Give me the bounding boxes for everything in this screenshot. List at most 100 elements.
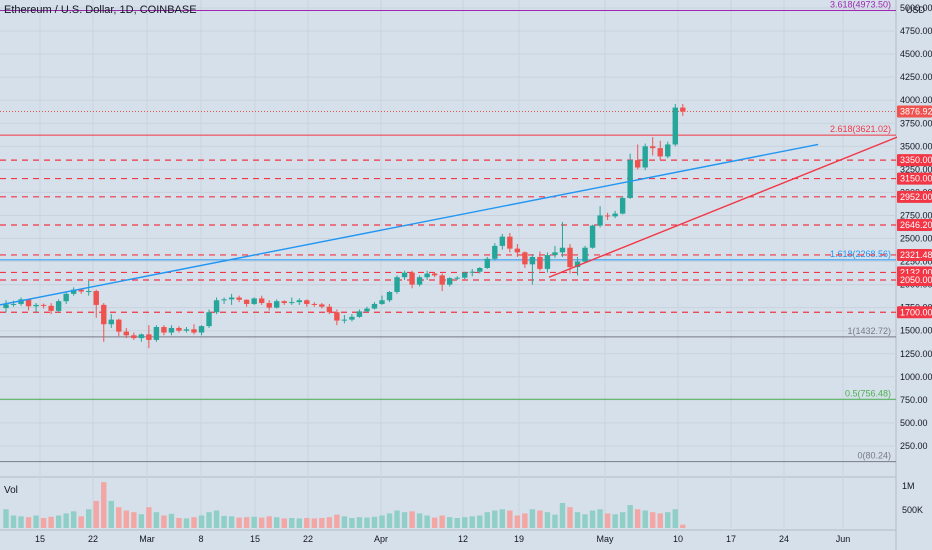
- fib-level-label: 0(80.24): [857, 451, 891, 461]
- volume-bar: [424, 515, 430, 528]
- volume-bar: [48, 516, 54, 528]
- price-tick-label: 5000.00: [900, 3, 932, 13]
- volume-bar: [258, 517, 265, 528]
- trendline-blue: [0, 143, 819, 306]
- candle-body: [213, 300, 220, 313]
- candle-body: [379, 300, 385, 304]
- volume-bar: [544, 512, 551, 528]
- volume-bar: [446, 517, 453, 528]
- time-tick-label: May: [596, 534, 614, 544]
- price-tag: [897, 273, 932, 286]
- candle-body: [364, 308, 370, 312]
- volume-bar: [101, 482, 107, 528]
- price-tick-label: 3500.00: [900, 141, 932, 151]
- candle-body: [469, 271, 475, 273]
- volume-bar: [311, 518, 318, 528]
- volume-bar: [161, 515, 167, 528]
- volume-bar: [597, 509, 603, 528]
- candle-body: [48, 305, 54, 311]
- volume-bar: [243, 517, 250, 528]
- volume-bar: [326, 517, 333, 528]
- candle-body: [168, 327, 175, 333]
- candle-body: [619, 197, 626, 214]
- volume-bar: [469, 516, 475, 528]
- volume-bar: [462, 517, 468, 528]
- candle-body: [650, 146, 656, 149]
- candle-body: [101, 304, 107, 325]
- volume-bar: [514, 515, 521, 528]
- candle-body: [514, 248, 521, 253]
- candle-body: [296, 300, 302, 303]
- candle-body: [529, 256, 536, 265]
- price-tag: [897, 190, 932, 203]
- candle-body: [176, 327, 182, 331]
- candle-body: [522, 252, 528, 265]
- volume-bar: [559, 503, 566, 528]
- price-tick-label: 250.00: [900, 441, 928, 451]
- candle-body: [454, 277, 460, 279]
- candle-body: [499, 236, 506, 246]
- price-tick-label: 2250.00: [900, 257, 932, 267]
- candle-body: [116, 319, 122, 332]
- candle-body: [304, 300, 310, 304]
- time-tick-label: 22: [88, 534, 98, 544]
- fib-levels: 3.618(4973.50) 2.618(3621.02) 1.618(2268.5…: [0, 0, 896, 463]
- candle-body: [371, 303, 378, 309]
- candle-body: [3, 304, 9, 309]
- candle-body: [251, 298, 257, 304]
- candle-body: [33, 304, 39, 307]
- candle-body: [78, 289, 84, 292]
- candle-body: [439, 275, 445, 285]
- volume-bar: [454, 518, 460, 528]
- volume-bar: [221, 515, 227, 528]
- candle-body: [642, 146, 648, 168]
- volume-bars: [3, 482, 686, 528]
- chart-title: Ethereum / U.S. Dollar, 1D, COINBASE: [4, 4, 197, 16]
- price-tag-text: 1700.00: [900, 307, 932, 317]
- candle-body: [236, 297, 242, 300]
- price-tag: [897, 306, 932, 319]
- candle-body: [138, 334, 145, 339]
- volume-bar: [296, 518, 302, 528]
- price-tick-label: 750.00: [900, 395, 928, 405]
- price-tick-label: 500.00: [900, 418, 928, 428]
- time-tick-label: Jun: [836, 534, 851, 544]
- volume-bar: [40, 518, 47, 528]
- candle-body: [386, 291, 393, 301]
- candle-body: [462, 272, 468, 278]
- price-tick-label: 1500.00: [900, 326, 932, 336]
- time-axis: 15 22 Mar 8 15 22 Apr 12 19 May 10 17 24 Jun: [35, 534, 850, 544]
- candle-body: [266, 303, 272, 308]
- candle-body: [326, 306, 333, 313]
- price-tick-label: 3250.00: [900, 164, 932, 174]
- candle-body: [10, 303, 17, 305]
- candle-body: [567, 247, 573, 268]
- volume-bar: [627, 505, 633, 528]
- volume-bar: [431, 517, 438, 528]
- volume-bar: [356, 517, 363, 528]
- candle-body: [552, 252, 558, 256]
- candle-body: [191, 329, 197, 333]
- candle-body: [93, 291, 99, 305]
- price-tag-text: 2952.00: [900, 192, 932, 202]
- volume-bar: [123, 510, 130, 528]
- candle-body: [70, 289, 77, 294]
- price-tick-label: 1250.00: [900, 349, 932, 359]
- volume-bar: [499, 509, 506, 528]
- price-tick-label: 4500.00: [900, 49, 932, 59]
- candle-body: [319, 304, 325, 307]
- volume-bar: [409, 511, 415, 528]
- price-tag-text: 3876.92: [900, 107, 932, 117]
- candle-body: [401, 272, 408, 278]
- candle-body: [680, 107, 686, 112]
- volume-bar: [176, 518, 182, 528]
- volume-bar: [349, 518, 355, 528]
- volume-bar: [78, 516, 84, 528]
- candle-body: [146, 334, 152, 340]
- volume-bar: [25, 517, 32, 528]
- volume-bar: [108, 500, 114, 528]
- currency-label: USD: [906, 5, 926, 15]
- candle-body: [341, 319, 348, 321]
- volume-bar: [552, 514, 558, 528]
